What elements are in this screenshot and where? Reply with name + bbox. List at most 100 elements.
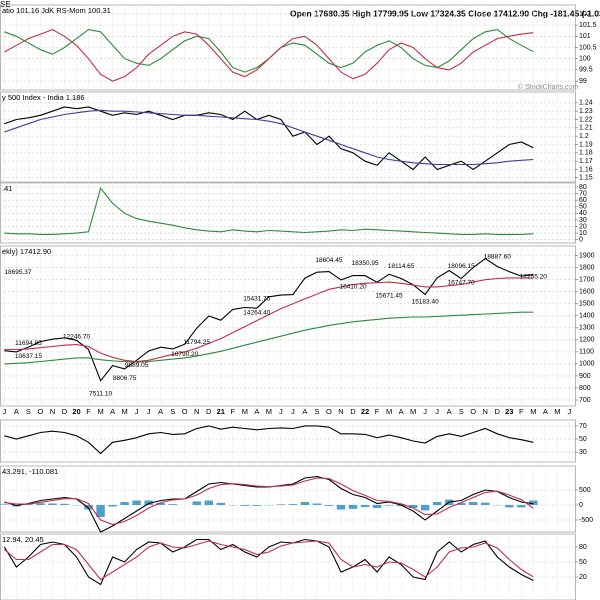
- annotation: 18695.37: [4, 269, 31, 276]
- y-tick-label: 1.2: [579, 133, 589, 140]
- y-tick-label: 1300: [579, 325, 595, 332]
- y-tick-label: 1400: [579, 313, 595, 320]
- x-tick-label: 20: [72, 407, 80, 416]
- annotation: 12246.70: [63, 334, 90, 341]
- x-tick-label: F: [519, 407, 524, 416]
- x-tick-label: S: [459, 407, 464, 416]
- histogram-bar: [312, 503, 322, 505]
- x-tick-label: O: [326, 407, 332, 416]
- y-tick-label: 102: [579, 11, 591, 18]
- panel-title: 43.291, -110.081: [2, 467, 58, 476]
- annotation: 14264.40: [243, 309, 270, 316]
- y-tick-label: 1500: [579, 301, 595, 308]
- y-tick-label: 900: [579, 373, 591, 380]
- y-tick-label: 100.5: [579, 44, 597, 51]
- histogram-bar: [336, 505, 346, 510]
- annotation: 16747.70: [448, 279, 475, 286]
- y-tick-label: 700: [579, 397, 591, 404]
- y-tick-label: 500: [579, 487, 591, 494]
- annotation: 10790.20: [171, 351, 198, 358]
- histogram-bar: [84, 505, 93, 510]
- x-tick-label: D: [495, 407, 501, 416]
- histogram-bar: [0, 504, 9, 505]
- y-tick-label: 1000: [579, 361, 595, 368]
- annotation: 9889.05: [125, 362, 149, 369]
- x-tick-label: D: [62, 407, 68, 416]
- panel-frame: [0, 465, 576, 533]
- series-line: [3, 538, 534, 586]
- y-tick-label: 1800: [579, 264, 595, 271]
- y-tick-label: 0: [579, 502, 583, 509]
- y-tick-label: 1100: [579, 349, 594, 356]
- series-line: [4, 277, 534, 363]
- histogram-bar: [505, 505, 514, 508]
- y-tick-label: 1.18: [579, 150, 593, 157]
- x-tick-label: 23: [505, 407, 513, 416]
- x-tick-label: A: [543, 407, 548, 416]
- x-tick-label: N: [194, 407, 199, 416]
- y-tick-label: 99.5: [579, 67, 593, 74]
- histogram-bar: [168, 504, 177, 505]
- panel-title: 12.94, 20.45: [2, 535, 44, 544]
- y-tick-label: 50: [579, 204, 587, 211]
- x-tick-label: S: [314, 407, 319, 416]
- x-tick-label: F: [375, 407, 380, 416]
- panel-frame: [0, 182, 576, 244]
- y-tick-label: 101: [579, 33, 591, 40]
- x-tick-label: M: [266, 407, 272, 416]
- histogram-bar: [36, 503, 45, 505]
- histogram-bar: [132, 500, 141, 505]
- x-tick-label: J: [279, 407, 283, 416]
- y-tick-label: -500: [579, 517, 593, 524]
- y-tick-label: 80: [579, 544, 587, 551]
- x-tick-label: A: [447, 407, 452, 416]
- histogram-bar: [144, 500, 153, 505]
- histogram-bar: [348, 505, 358, 509]
- y-tick-label: 20: [579, 223, 587, 230]
- x-tick-label: A: [110, 407, 115, 416]
- histogram-bar: [408, 505, 418, 508]
- histogram-bar: [420, 505, 430, 511]
- histogram-bar: [481, 502, 490, 505]
- y-tick-label: 40: [579, 210, 587, 217]
- y-tick-label: 800: [579, 385, 591, 392]
- series-line: [4, 425, 534, 455]
- y-tick-label: 1700: [579, 277, 595, 284]
- annotation: 16410.20: [339, 283, 366, 290]
- annotation: 18887.60: [484, 254, 511, 261]
- y-tick-label: 0: [579, 237, 583, 244]
- x-tick-label: F: [231, 407, 236, 416]
- series-line: [4, 311, 534, 365]
- series-line: [4, 477, 534, 526]
- histogram-bar: [120, 502, 129, 505]
- annotation: 15183.40: [412, 298, 439, 305]
- x-tick-label: D: [206, 407, 212, 416]
- x-tick-label: S: [170, 407, 175, 416]
- annotation: 11794.25: [183, 339, 210, 346]
- x-tick-label: A: [399, 407, 404, 416]
- histogram-bar: [360, 505, 370, 508]
- y-tick-label: 1.16: [579, 166, 593, 173]
- panel-frame: [0, 91, 576, 183]
- histogram-bar: [204, 500, 213, 505]
- panel-title: .41: [2, 184, 12, 193]
- annotation: 18604.45: [315, 257, 342, 264]
- histogram-bar: [24, 504, 33, 505]
- x-tick-label: F: [86, 407, 91, 416]
- x-tick-label: M: [386, 407, 392, 416]
- x-tick-label: N: [50, 407, 55, 416]
- y-tick-label: 99: [579, 78, 587, 85]
- x-tick-label: D: [350, 407, 356, 416]
- histogram-bar: [300, 502, 310, 505]
- histogram-bar: [517, 505, 526, 508]
- y-tick-label: 50: [579, 436, 587, 443]
- y-tick-label: 1200: [579, 337, 595, 344]
- x-tick-label: O: [182, 407, 188, 416]
- annotation: 10637.15: [15, 353, 42, 360]
- x-tick-label: J: [568, 407, 572, 416]
- x-tick-label: A: [14, 407, 19, 416]
- series-line: [4, 257, 534, 382]
- y-tick-label: 1900: [579, 252, 595, 259]
- x-tick-label: J: [291, 407, 295, 416]
- annotation: 15431.75: [243, 295, 270, 302]
